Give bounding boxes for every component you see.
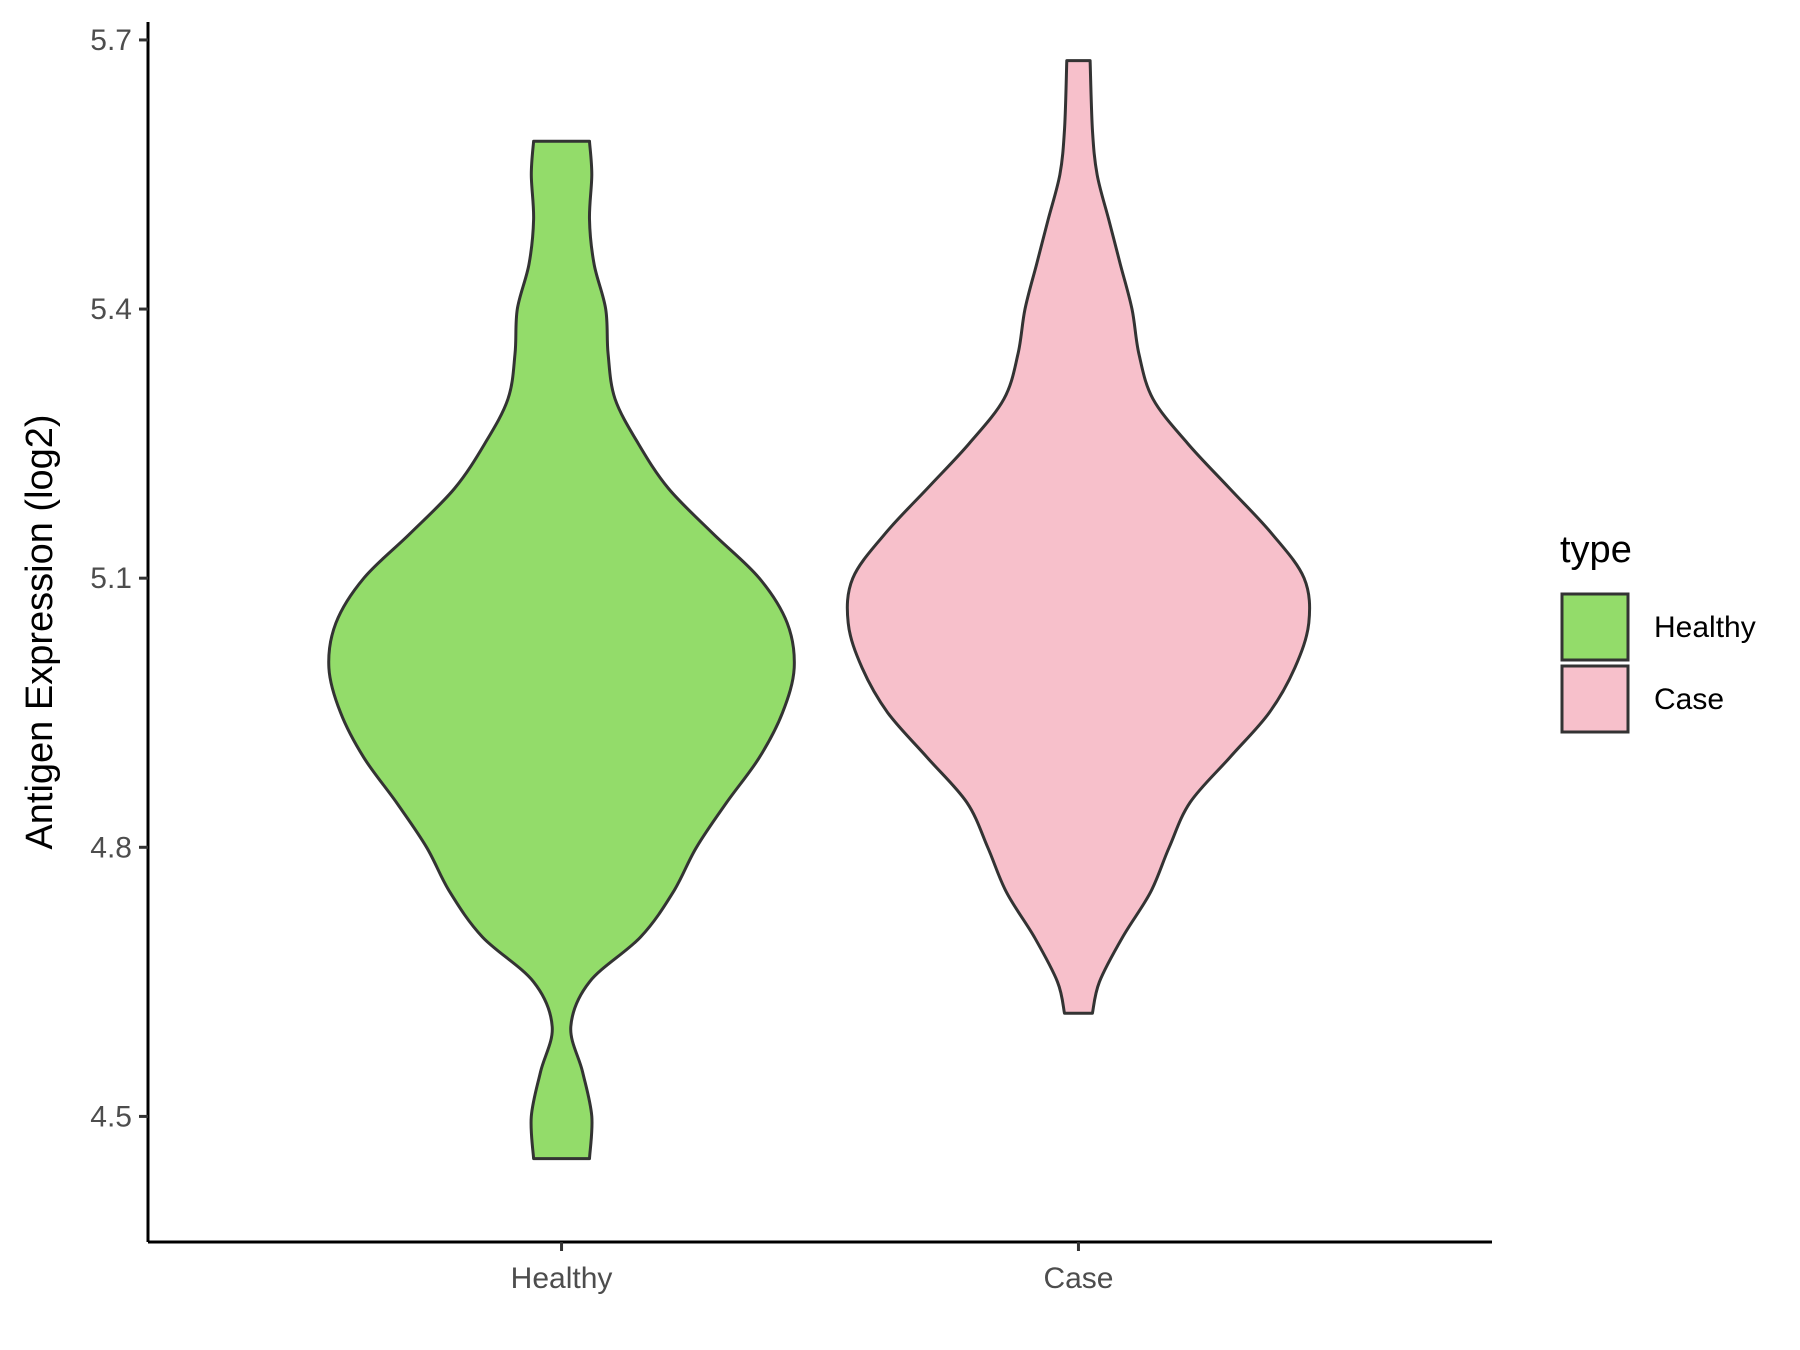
x-axis-ticks: Healthy Case: [511, 1242, 1113, 1295]
legend-swatch-case: [1560, 664, 1630, 734]
legend-label-case: Case: [1654, 683, 1724, 716]
x-tick-label-case: Case: [1043, 1262, 1113, 1295]
y-axis-title: Antigen Expression (log2): [19, 414, 61, 849]
legend-title: type: [1560, 529, 1632, 571]
violin-case: [845, 59, 1312, 1015]
y-tick-label: 5.1: [90, 562, 132, 595]
legend: type Healthy Case: [1560, 529, 1756, 734]
y-tick-label: 5.4: [90, 293, 132, 326]
violin-layer: [327, 59, 1312, 1161]
y-tick-label: 4.5: [90, 1100, 132, 1133]
legend-swatch-healthy: [1560, 592, 1630, 662]
y-tick-label: 5.7: [90, 24, 132, 57]
violin-healthy: [327, 139, 796, 1161]
x-tick-label-healthy: Healthy: [511, 1262, 613, 1295]
legend-label-healthy: Healthy: [1654, 611, 1756, 644]
y-axis-ticks: 4.5 4.8 5.1 5.4 5.7: [90, 24, 148, 1133]
y-tick-label: 4.8: [90, 831, 132, 864]
